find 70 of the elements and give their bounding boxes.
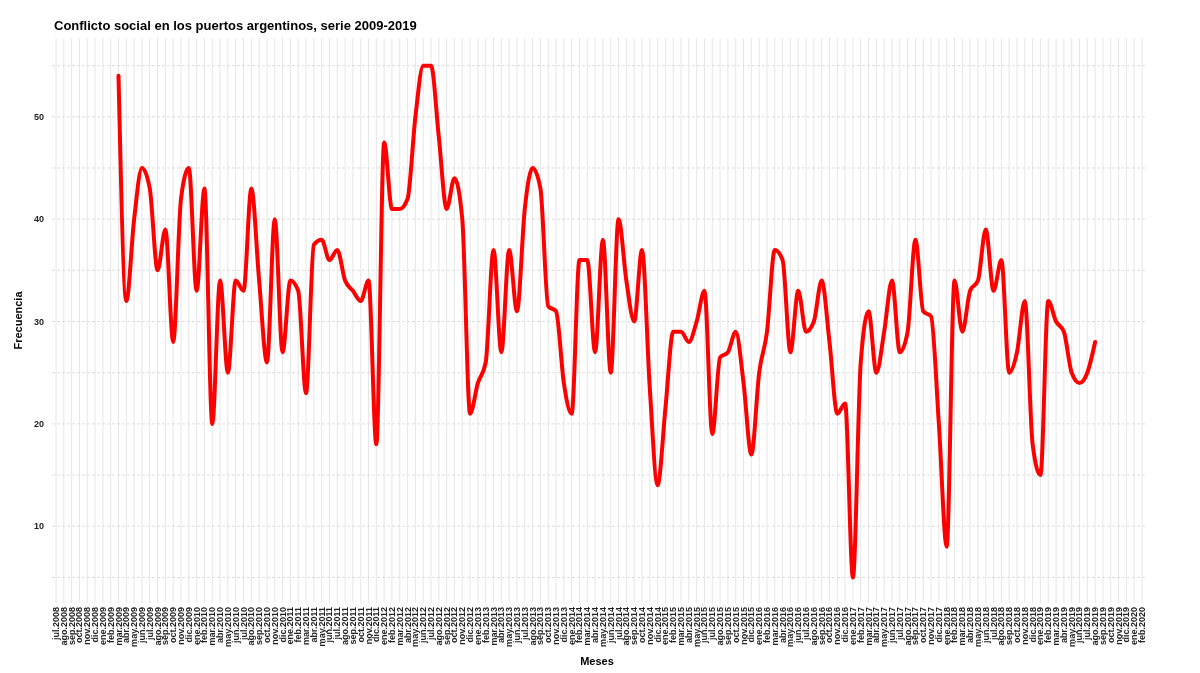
- x-tick-label: ene.2020: [1129, 607, 1140, 646]
- x-tick-label: may.2019: [1066, 607, 1077, 647]
- x-tick-label: jun.2012: [418, 607, 429, 645]
- x-tick-label: may.2009: [129, 607, 140, 647]
- x-tick-label: jun.2011: [324, 607, 335, 644]
- x-axis-title: Meses: [580, 655, 614, 667]
- x-tick-label: feb.2013: [480, 607, 491, 644]
- x-tick-label: ene.2018: [941, 607, 952, 646]
- y-tick-label: 50: [33, 111, 44, 122]
- chart-title: Conflicto social en los puertos argentinos, serie 2009-2019: [54, 18, 417, 33]
- x-tick-label: may.2015: [691, 607, 702, 647]
- x-tick-label: may.2016: [785, 607, 796, 647]
- x-tick-label: ene.2011: [285, 607, 296, 645]
- x-tick-label: dic.2010: [277, 607, 288, 643]
- x-tick-label: jul.2011: [332, 607, 343, 641]
- x-tick-label: nov.2008: [82, 607, 93, 645]
- x-tick-label: jun.2016: [793, 607, 804, 645]
- x-tick-label: mar.2017: [863, 607, 874, 646]
- x-tick-label: mar.2016: [769, 607, 780, 646]
- x-tick-label: abr.2012: [402, 607, 413, 644]
- x-tick-label: abr.2013: [496, 607, 507, 644]
- x-tick-label: nov.2010: [269, 607, 280, 645]
- x-tick-label: may.2013: [504, 607, 515, 647]
- x-tick-label: feb.2011: [293, 607, 304, 643]
- y-tick-label: 40: [33, 214, 44, 225]
- x-tick-label: feb.2017: [855, 607, 866, 644]
- x-tick-label: jul.2015: [707, 607, 718, 642]
- x-tick-label: dic.2011: [371, 607, 382, 643]
- x-tick-label: may.2011: [316, 607, 327, 647]
- x-tick-label: feb.2015: [668, 607, 679, 644]
- x-tick-label: feb.2010: [199, 607, 210, 644]
- x-tick-label: may.2017: [879, 607, 890, 647]
- x-tick-label: nov.2015: [738, 607, 749, 645]
- x-tick-label: nov.2016: [832, 607, 843, 645]
- x-tick-label: mar.2010: [207, 607, 218, 646]
- x-tick-label: mar.2013: [488, 607, 499, 646]
- x-tick-label: nov.2019: [1113, 607, 1124, 645]
- x-tick-label: feb.2018: [949, 607, 960, 644]
- x-tick-label: feb.2020: [1137, 607, 1147, 644]
- x-tick-label: jul.2019: [1082, 607, 1093, 642]
- x-tick-label: abr.2009: [121, 607, 132, 644]
- x-tick-label: nov.2018: [1019, 607, 1030, 645]
- line-series: [116, 63, 1098, 580]
- x-tick-label: nov.2012: [457, 607, 468, 645]
- x-tick-label: ene.2019: [1035, 607, 1046, 646]
- y-tick-label: 30: [33, 316, 44, 327]
- x-tick-label: mar.2018: [957, 607, 968, 646]
- x-tick-label: mar.2014: [582, 607, 593, 646]
- x-tick-label: ene.2015: [660, 607, 671, 646]
- x-tick-label: dic.2014: [652, 607, 663, 643]
- x-tick-label: feb.2014: [574, 607, 585, 644]
- x-tick-label: jun.2015: [699, 607, 710, 645]
- x-tick-label: dic.2015: [746, 607, 757, 643]
- x-tick-label: dic.2018: [1027, 607, 1038, 643]
- y-tick-label: 20: [33, 419, 44, 430]
- x-tick-label: mar.2012: [394, 607, 405, 646]
- x-tick-label: feb.2019: [1043, 607, 1054, 644]
- x-tick-label: mar.2009: [113, 607, 124, 646]
- y-tick-label: 10: [33, 521, 44, 532]
- x-tick-label: abr.2016: [777, 607, 788, 644]
- x-tick-label: abr.2017: [871, 607, 882, 644]
- x-tick-label: jun.2019: [1074, 607, 1085, 645]
- x-tick-label: ene.2010: [191, 607, 202, 646]
- y-axis-title: Frecuencia: [12, 290, 24, 350]
- x-tick-label: nov.2011: [363, 607, 374, 645]
- x-tick-label: feb.2009: [105, 607, 116, 644]
- x-tick-label: nov.2014: [644, 607, 655, 645]
- x-tick-label: ene.2014: [566, 607, 577, 646]
- x-tick-label: dic.2019: [1121, 607, 1132, 643]
- x-tick-label: may.2012: [410, 607, 421, 647]
